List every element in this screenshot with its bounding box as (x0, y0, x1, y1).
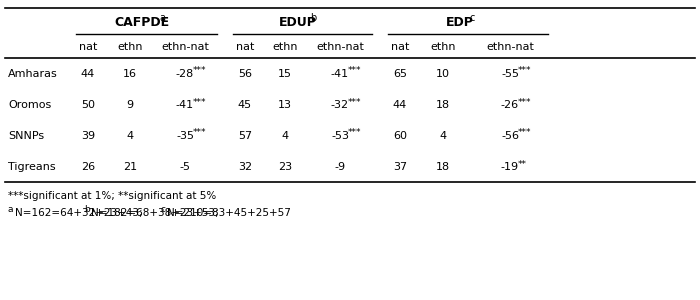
Text: ***: *** (347, 67, 360, 76)
Text: nat: nat (391, 42, 409, 52)
Text: **: ** (517, 160, 526, 169)
Text: -32: -32 (331, 100, 349, 110)
Text: 9: 9 (127, 100, 134, 110)
Text: 23: 23 (278, 162, 292, 172)
Text: b: b (84, 206, 90, 214)
Text: ethn: ethn (118, 42, 143, 52)
Text: 18: 18 (436, 162, 450, 172)
Text: 45: 45 (238, 100, 252, 110)
Text: 37: 37 (393, 162, 407, 172)
Text: a: a (8, 206, 13, 214)
Text: 18: 18 (436, 100, 450, 110)
Text: 44: 44 (393, 100, 407, 110)
Text: 56: 56 (238, 69, 252, 79)
Text: 4: 4 (281, 131, 288, 141)
Text: -26: -26 (501, 100, 519, 110)
Text: -35: -35 (176, 131, 194, 141)
Text: c: c (470, 13, 475, 23)
Text: 39: 39 (81, 131, 95, 141)
Text: 50: 50 (81, 100, 95, 110)
Text: 16: 16 (123, 69, 137, 79)
Text: -41: -41 (176, 100, 194, 110)
Text: 13: 13 (278, 100, 292, 110)
Text: -9: -9 (335, 162, 346, 172)
Text: N=210=83+45+25+57: N=210=83+45+25+57 (167, 208, 291, 218)
Text: EDP: EDP (446, 16, 474, 28)
Text: 65: 65 (393, 69, 407, 79)
Text: ***: *** (517, 128, 531, 137)
Text: N=162=64+32+23+43;: N=162=64+32+23+43; (15, 208, 143, 218)
Text: Tigreans: Tigreans (8, 162, 55, 172)
Text: ***: *** (517, 67, 531, 76)
Text: 60: 60 (393, 131, 407, 141)
Text: 4: 4 (127, 131, 134, 141)
Text: -19: -19 (501, 162, 519, 172)
Text: SNNPs: SNNPs (8, 131, 44, 141)
Text: ethn-nat: ethn-nat (486, 42, 534, 52)
Text: ***: *** (193, 67, 206, 76)
Text: -55: -55 (501, 69, 519, 79)
Text: ethn-nat: ethn-nat (161, 42, 209, 52)
Text: ***: *** (193, 98, 206, 106)
Text: 44: 44 (81, 69, 95, 79)
Text: ***: *** (517, 98, 531, 106)
Text: 26: 26 (81, 162, 95, 172)
Text: ***: *** (193, 128, 206, 137)
Text: ethn: ethn (272, 42, 298, 52)
Text: CAFPDE: CAFPDE (114, 16, 169, 28)
Text: ***significant at 1%; **significant at 5%: ***significant at 1%; **significant at 5… (8, 191, 216, 201)
Text: -41: -41 (331, 69, 349, 79)
Text: ***: *** (347, 128, 360, 137)
Text: 15: 15 (278, 69, 292, 79)
Text: a: a (160, 13, 166, 23)
Text: 10: 10 (436, 69, 450, 79)
Text: -28: -28 (176, 69, 194, 79)
Text: -5: -5 (179, 162, 190, 172)
Text: 21: 21 (123, 162, 137, 172)
Text: EDUP: EDUP (279, 16, 316, 28)
Text: 4: 4 (440, 131, 447, 141)
Text: ***: *** (347, 98, 360, 106)
Text: Amharas: Amharas (8, 69, 57, 79)
Text: -53: -53 (331, 131, 349, 141)
Text: -56: -56 (501, 131, 519, 141)
Text: 32: 32 (238, 162, 252, 172)
Text: 57: 57 (238, 131, 252, 141)
Text: N=182=68+38+23+53;: N=182=68+38+23+53; (91, 208, 219, 218)
Text: nat: nat (236, 42, 254, 52)
Text: c: c (160, 206, 165, 214)
Text: b: b (310, 13, 316, 23)
Text: nat: nat (79, 42, 97, 52)
Text: ethn-nat: ethn-nat (316, 42, 364, 52)
Text: ethn: ethn (430, 42, 456, 52)
Text: Oromos: Oromos (8, 100, 51, 110)
